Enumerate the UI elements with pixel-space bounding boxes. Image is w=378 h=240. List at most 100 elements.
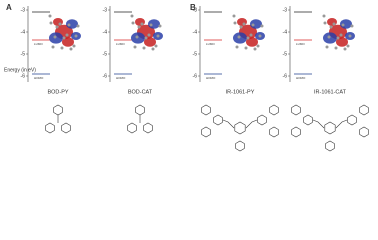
ring — [135, 104, 145, 116]
lumo-label: LUMO — [116, 42, 125, 46]
atom — [53, 35, 57, 39]
ring — [201, 126, 211, 138]
orbital-lobe — [237, 18, 247, 26]
lumo-label: LUMO — [34, 42, 43, 46]
atom — [336, 36, 340, 40]
atom — [244, 46, 248, 50]
orbital-lobe — [246, 37, 258, 47]
orbital-lobe — [66, 19, 78, 29]
ring — [269, 104, 279, 116]
atom — [48, 14, 52, 18]
atom — [341, 23, 345, 27]
molecule-name: BOD-CAT — [128, 89, 153, 95]
orbital-lobe — [53, 18, 63, 26]
atom — [144, 36, 148, 40]
molecule-name: BOD-PY — [47, 89, 68, 95]
ring — [213, 114, 223, 126]
atom — [76, 24, 80, 28]
atom — [62, 36, 66, 40]
atom — [133, 45, 137, 49]
atom — [242, 22, 246, 26]
atom — [332, 22, 336, 26]
atom — [55, 25, 59, 29]
ring — [359, 126, 369, 138]
tick-label: -5 — [103, 51, 108, 57]
tick-label: -4 — [193, 29, 198, 35]
tick-label: -5 — [283, 51, 288, 57]
lumo-label: LUMO — [206, 42, 215, 46]
atom — [325, 45, 329, 49]
atom — [65, 33, 69, 37]
orbital-lobe — [250, 19, 262, 29]
molecule-name: IR-1061-CAT — [314, 89, 347, 95]
atom — [253, 47, 257, 51]
orbital-lobe — [144, 37, 156, 47]
tick-label: -6 — [193, 73, 198, 79]
ring — [45, 122, 55, 134]
atom — [67, 23, 71, 27]
tick-label: -3 — [103, 7, 108, 13]
atom — [69, 47, 73, 51]
atom — [130, 14, 134, 18]
atom — [147, 33, 151, 37]
atom — [140, 22, 144, 26]
atom — [58, 22, 62, 26]
atom — [334, 46, 338, 50]
homo-label: HOMO — [116, 76, 126, 80]
atom — [235, 45, 239, 49]
tick-label: -6 — [283, 73, 288, 79]
tick-label: -4 — [103, 29, 108, 35]
atom — [323, 21, 327, 25]
lumo-label: LUMO — [296, 42, 305, 46]
tick-label: -5 — [21, 51, 26, 57]
atom — [249, 33, 253, 37]
tick-label: -3 — [283, 7, 288, 13]
atom — [256, 44, 260, 48]
atom — [251, 23, 255, 27]
atom — [49, 21, 53, 25]
tick-label: -3 — [193, 7, 198, 13]
atom — [74, 34, 78, 38]
tick-label: -6 — [103, 73, 108, 79]
orbital-lobe — [135, 18, 145, 26]
atom — [327, 35, 331, 39]
atom — [232, 14, 236, 18]
atom — [237, 35, 241, 39]
ring — [127, 122, 137, 134]
atom — [260, 24, 264, 28]
atom — [343, 47, 347, 51]
atom — [72, 44, 76, 48]
chain — [222, 119, 235, 129]
ring — [201, 104, 211, 116]
atom — [137, 25, 141, 29]
axis-title: Energy (in eV) — [4, 67, 36, 73]
ring — [257, 114, 267, 126]
tick-label: -3 — [21, 7, 26, 13]
chain — [312, 119, 325, 129]
atom — [51, 45, 55, 49]
atom — [239, 25, 243, 29]
atom — [233, 21, 237, 25]
orbital-lobe — [340, 19, 352, 29]
tick-label: -6 — [21, 73, 26, 79]
orbital-lobe — [327, 18, 337, 26]
ring — [61, 122, 71, 134]
ring — [53, 104, 63, 116]
atom — [149, 23, 153, 27]
ring — [235, 140, 245, 152]
atom — [135, 35, 139, 39]
ring — [325, 140, 335, 152]
panel-label: B — [190, 3, 196, 12]
homo-label: HOMO — [206, 76, 216, 80]
ring — [291, 126, 301, 138]
atom — [60, 46, 64, 50]
ring — [347, 114, 357, 126]
atom — [151, 47, 155, 51]
atom — [322, 14, 326, 18]
panel-label: A — [6, 3, 12, 12]
tick-label: -5 — [193, 51, 198, 57]
tick-label: -4 — [283, 29, 288, 35]
tick-label: -4 — [21, 29, 26, 35]
ring — [234, 121, 246, 135]
orbital-lobe — [148, 19, 160, 29]
